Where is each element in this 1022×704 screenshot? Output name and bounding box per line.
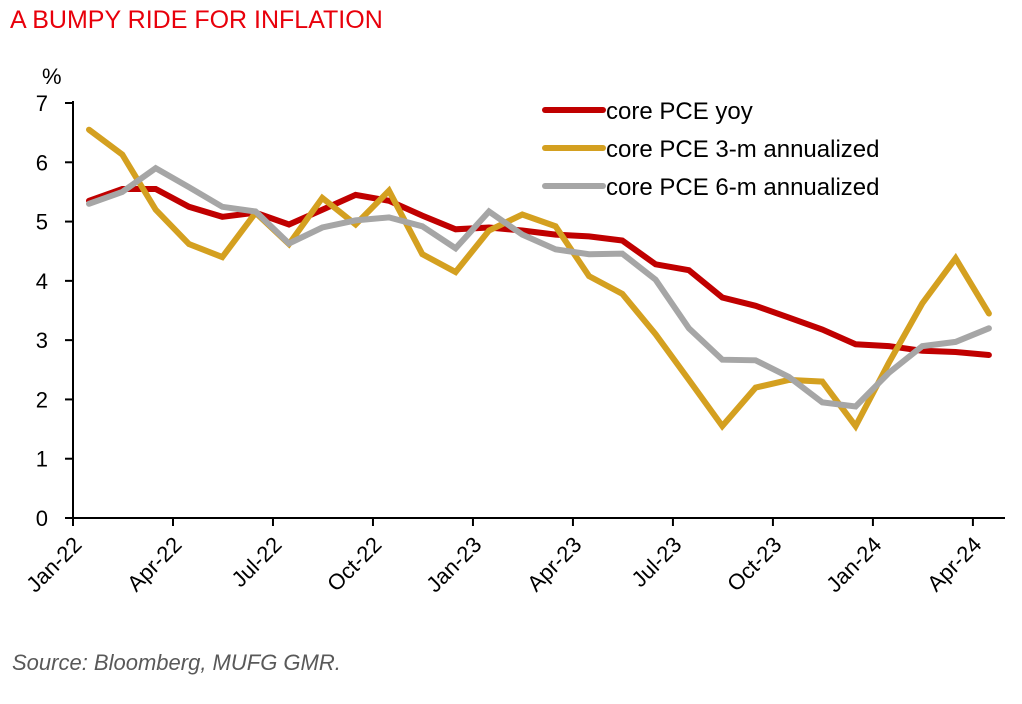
x-tick-label: Jul-23 (626, 532, 686, 592)
x-tick-label: Jan-24 (821, 532, 886, 597)
y-tick-label: 7 (36, 91, 48, 116)
y-tick-label: 2 (36, 387, 48, 412)
y-tick-label: 0 (36, 506, 48, 531)
series-group (86, 126, 992, 432)
x-tick-label: Jan-22 (21, 532, 86, 597)
series-line-core-pce-6-m-annualized (86, 164, 992, 410)
x-tick-label: Jan-23 (421, 532, 486, 597)
series-line-core-pce-yoy (86, 186, 992, 358)
y-tick-label: 6 (36, 150, 48, 175)
legend-label: core PCE 6-m annualized (606, 174, 879, 201)
legend-label: core PCE 3-m annualized (606, 136, 879, 163)
y-tick-label: 4 (36, 269, 48, 294)
y-tick-label: 1 (36, 447, 48, 472)
x-tick-label: Jul-22 (226, 532, 286, 592)
y-axis-unit-label: % (42, 64, 62, 89)
x-tick-label: Oct-22 (322, 532, 386, 596)
y-tick-label: 5 (36, 210, 48, 235)
chart-title: A BUMPY RIDE FOR INFLATION (10, 6, 383, 34)
legend: core PCE yoy core PCE 3-m annualized core … (542, 98, 879, 201)
x-tick-label: Apr-24 (922, 532, 986, 596)
legend-label: core PCE yoy (606, 98, 753, 125)
y-tick-label: 3 (36, 328, 48, 353)
x-tick-label: Apr-22 (122, 532, 186, 596)
x-tick-label: Oct-23 (722, 532, 786, 596)
x-tick-label: Apr-23 (522, 532, 586, 596)
source-note: Source: Bloomberg, MUFG GMR. (12, 650, 341, 675)
